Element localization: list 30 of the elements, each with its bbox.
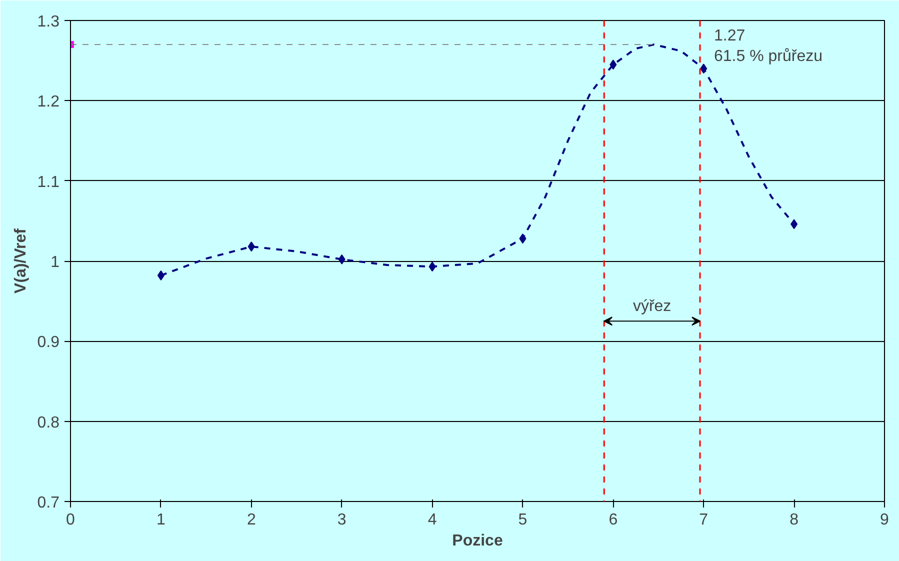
x-tick-label: 6 [608, 512, 618, 528]
x-tick-label: 4 [428, 512, 437, 528]
x-tick-label: 9 [880, 512, 890, 528]
y-tick-label: 0.7 [37, 494, 60, 512]
x-tick-label: 2 [246, 512, 256, 528]
y-tick-label: 1.2 [37, 94, 60, 111]
point [157, 270, 164, 280]
annotation: výřez [632, 298, 672, 316]
y-tick-label: 1.3 [37, 14, 60, 30]
x-axis-title: Pozice [452, 532, 503, 550]
x-tick-label: 1 [156, 512, 166, 528]
x-tick-label: 3 [337, 512, 346, 528]
point [428, 262, 436, 272]
y-tick-label: 0.8 [37, 414, 60, 432]
x-tick-label: 5 [518, 512, 528, 528]
y-axis-title: V(a)/Vref [12, 228, 30, 294]
x-tick-label: 8 [790, 512, 799, 528]
y-tick-label: 0.9 [37, 334, 60, 352]
point [790, 219, 798, 230]
point [519, 234, 526, 244]
annotation: 1.27 [714, 28, 746, 45]
x-tick-label: 7 [699, 512, 708, 528]
point [338, 254, 346, 264]
annotation: 61.5 % průřezu [714, 48, 823, 66]
y-tick-label: 1 [50, 254, 60, 271]
y-tick-label: 1.1 [37, 174, 60, 191]
point [610, 60, 617, 70]
x-tick-label: 0 [66, 512, 76, 528]
point [700, 64, 708, 74]
point [248, 242, 255, 252]
